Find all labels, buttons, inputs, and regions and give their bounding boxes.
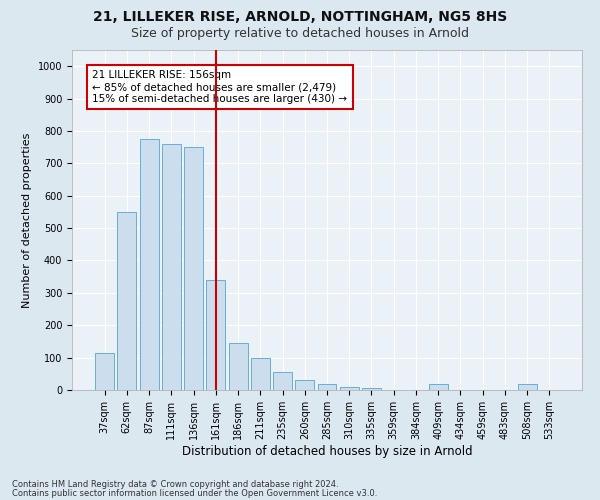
Bar — [95, 353, 114, 390]
X-axis label: Distribution of detached houses by size in Arnold: Distribution of detached houses by size … — [182, 444, 472, 458]
Bar — [162, 144, 181, 390]
Bar — [206, 280, 225, 390]
Y-axis label: Number of detached properties: Number of detached properties — [22, 132, 32, 308]
Text: 21 LILLEKER RISE: 156sqm
← 85% of detached houses are smaller (2,479)
15% of sem: 21 LILLEKER RISE: 156sqm ← 85% of detach… — [92, 70, 347, 104]
Bar — [340, 387, 359, 390]
Bar — [273, 372, 292, 390]
Bar — [317, 384, 337, 390]
Bar — [295, 380, 314, 390]
Bar — [429, 384, 448, 390]
Bar — [184, 147, 203, 390]
Text: 21, LILLEKER RISE, ARNOLD, NOTTINGHAM, NG5 8HS: 21, LILLEKER RISE, ARNOLD, NOTTINGHAM, N… — [93, 10, 507, 24]
Bar — [251, 358, 270, 390]
Bar — [118, 212, 136, 390]
Bar — [362, 388, 381, 390]
Bar — [229, 343, 248, 390]
Text: Contains HM Land Registry data © Crown copyright and database right 2024.: Contains HM Land Registry data © Crown c… — [12, 480, 338, 489]
Bar — [140, 139, 158, 390]
Text: Size of property relative to detached houses in Arnold: Size of property relative to detached ho… — [131, 28, 469, 40]
Text: Contains public sector information licensed under the Open Government Licence v3: Contains public sector information licen… — [12, 488, 377, 498]
Bar — [518, 384, 536, 390]
